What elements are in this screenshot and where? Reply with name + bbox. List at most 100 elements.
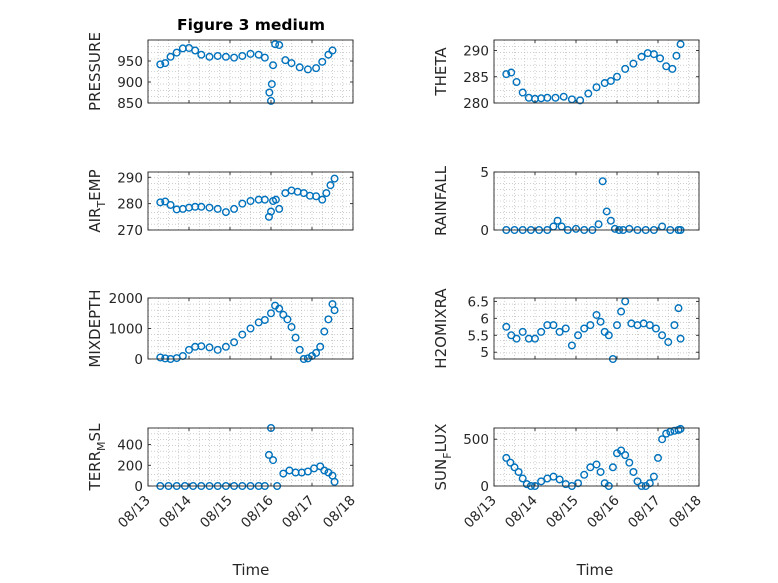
- data-point: [574, 331, 583, 340]
- data-point: [316, 462, 325, 471]
- data-point: [230, 204, 239, 213]
- data-point: [269, 61, 278, 70]
- data-point: [330, 477, 339, 486]
- y-axis-label-pressure: PRESSURE: [86, 32, 104, 111]
- data-point: [238, 51, 247, 60]
- data-point: [221, 342, 230, 351]
- data-point: [264, 450, 273, 459]
- data-point: [537, 327, 546, 336]
- data-point: [275, 204, 284, 213]
- data-point: [291, 333, 300, 342]
- data-point: [230, 338, 239, 347]
- subplot-h2omixra: 55.566.5 H2OMIXRA: [432, 288, 700, 369]
- data-point: [267, 96, 276, 105]
- y-tick-label: 280: [117, 197, 143, 213]
- subplot-air_temp: 270 280 290 AIRTEMP: [86, 169, 354, 239]
- subplot-theta: 280 285 290 THETA: [432, 39, 700, 112]
- series-mixdepth: [156, 300, 339, 364]
- data-point: [213, 204, 222, 213]
- data-point: [316, 342, 325, 351]
- axes-box-terr_msl: [147, 427, 354, 487]
- y-tick-label: 1000: [109, 322, 143, 338]
- y-tick-label: 850: [117, 96, 143, 112]
- data-point: [166, 52, 175, 61]
- data-point: [596, 317, 605, 326]
- data-point: [633, 477, 642, 486]
- series-air_temp: [156, 174, 339, 221]
- data-point: [664, 338, 673, 347]
- data-point: [267, 80, 276, 89]
- data-point: [205, 52, 214, 61]
- data-point: [324, 50, 333, 59]
- data-point: [267, 309, 276, 318]
- data-point: [676, 334, 685, 343]
- data-point: [330, 306, 339, 315]
- data-point: [502, 453, 511, 462]
- y-axis-label-terr_msl: TERRMSL: [86, 423, 108, 492]
- data-point: [269, 456, 278, 465]
- data-point: [205, 203, 214, 212]
- y-tick-label: 400: [117, 438, 143, 454]
- data-point: [594, 220, 603, 229]
- data-point: [326, 181, 335, 190]
- data-point: [320, 327, 329, 336]
- data-point: [576, 96, 585, 105]
- data-point: [676, 40, 685, 49]
- data-point: [610, 224, 619, 233]
- y-tick-label: 0: [480, 479, 489, 495]
- data-point: [651, 324, 660, 333]
- data-point: [312, 64, 321, 73]
- data-point: [303, 354, 312, 363]
- y-tick-label: 5: [480, 345, 489, 361]
- y-tick-label: 200: [117, 458, 143, 474]
- data-point: [584, 89, 593, 98]
- data-point: [246, 324, 255, 333]
- y-axis-label-air_temp: AIRTEMP: [86, 169, 108, 232]
- data-point: [604, 331, 613, 340]
- data-point: [205, 343, 214, 352]
- data-point: [312, 192, 321, 201]
- data-point: [184, 345, 193, 354]
- y-tick-label: 0: [134, 479, 143, 495]
- data-point: [608, 463, 617, 472]
- data-point: [561, 324, 570, 333]
- data-point: [668, 64, 677, 73]
- data-point: [649, 472, 658, 481]
- data-point: [312, 348, 321, 357]
- series-pressure: [156, 40, 337, 105]
- subplot-rainfall: 0 5 RAINFALL: [432, 165, 700, 239]
- data-point: [645, 321, 654, 330]
- data-point: [510, 463, 519, 472]
- data-point: [260, 195, 269, 204]
- data-point: [166, 200, 175, 209]
- data-point: [238, 199, 247, 208]
- data-point: [197, 342, 206, 351]
- y-axis-label-mixdepth: MIXDEPTH: [86, 289, 104, 367]
- data-point: [287, 322, 296, 331]
- data-point: [676, 424, 685, 433]
- data-point: [662, 429, 671, 438]
- data-point: [596, 467, 605, 476]
- data-point: [645, 479, 654, 488]
- data-point: [658, 331, 667, 340]
- data-point: [221, 208, 230, 217]
- data-point: [254, 50, 263, 59]
- data-point: [617, 446, 626, 455]
- data-point: [161, 59, 170, 68]
- data-point: [303, 65, 312, 74]
- data-point: [613, 72, 622, 81]
- data-point: [295, 345, 304, 354]
- axes-box-theta: [493, 39, 700, 104]
- data-point: [197, 50, 206, 59]
- y-tick-label: 270: [117, 223, 143, 239]
- data-point: [502, 70, 511, 79]
- data-point: [283, 315, 292, 324]
- y-tick-label: 6: [480, 311, 489, 327]
- y-tick-label: 5: [480, 165, 489, 181]
- data-point: [281, 56, 290, 65]
- data-point: [555, 327, 564, 336]
- y-axis-label-theta: THETA: [432, 47, 450, 97]
- data-point: [213, 51, 222, 60]
- data-point: [617, 307, 626, 316]
